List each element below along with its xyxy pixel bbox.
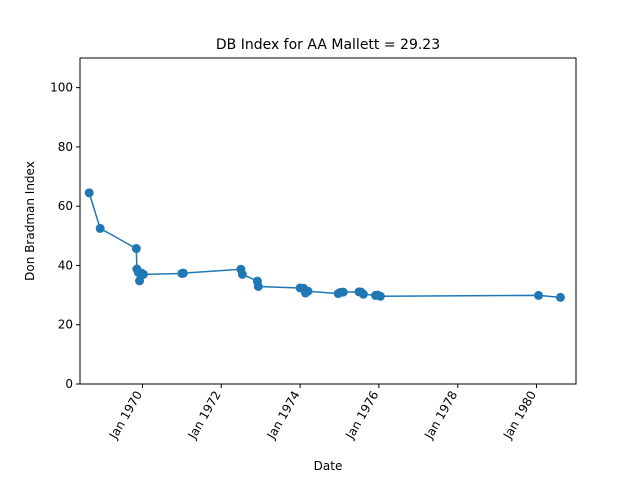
- data-point: [178, 268, 188, 278]
- x-axis: Jan 1970 Jan 1972 Jan 1974 Jan 1976 Jan 1978…: [106, 384, 539, 442]
- x-tick-label: Jan 1980: [500, 389, 539, 443]
- data-point: [135, 276, 145, 286]
- y-tick-label: 60: [58, 199, 73, 213]
- x-tick-label: Jan 1970: [106, 389, 145, 443]
- data-point: [555, 292, 565, 302]
- data-point: [534, 290, 544, 300]
- y-tick-label: 80: [58, 140, 73, 154]
- x-tick-label: Jan 1978: [421, 389, 460, 443]
- data-point: [338, 287, 348, 297]
- chart-title: DB Index for AA Mallett = 29.23: [216, 37, 440, 53]
- y-tick-label: 0: [65, 377, 73, 391]
- data-point: [95, 223, 105, 233]
- data-point: [237, 269, 247, 279]
- y-axis-label: Don Bradman Index: [23, 161, 37, 281]
- y-tick-label: 40: [58, 258, 73, 272]
- data-point: [253, 281, 263, 291]
- x-axis-label: Date: [314, 459, 343, 473]
- x-tick-label: Jan 1974: [264, 389, 303, 443]
- data-point: [84, 188, 94, 198]
- data-point: [375, 291, 385, 301]
- x-tick-label: Jan 1972: [185, 389, 224, 443]
- data-point: [303, 286, 313, 296]
- y-tick-label: 100: [50, 81, 73, 95]
- plot-area: [84, 188, 565, 302]
- plot-frame: [79, 57, 577, 385]
- data-point: [131, 244, 141, 254]
- y-axis: 0 20 40 60 80 100: [50, 81, 80, 391]
- data-point: [138, 269, 148, 279]
- y-tick-label: 20: [58, 318, 73, 332]
- x-tick-label: Jan 1976: [342, 389, 381, 443]
- series-line: [88, 192, 561, 299]
- data-point: [358, 289, 368, 299]
